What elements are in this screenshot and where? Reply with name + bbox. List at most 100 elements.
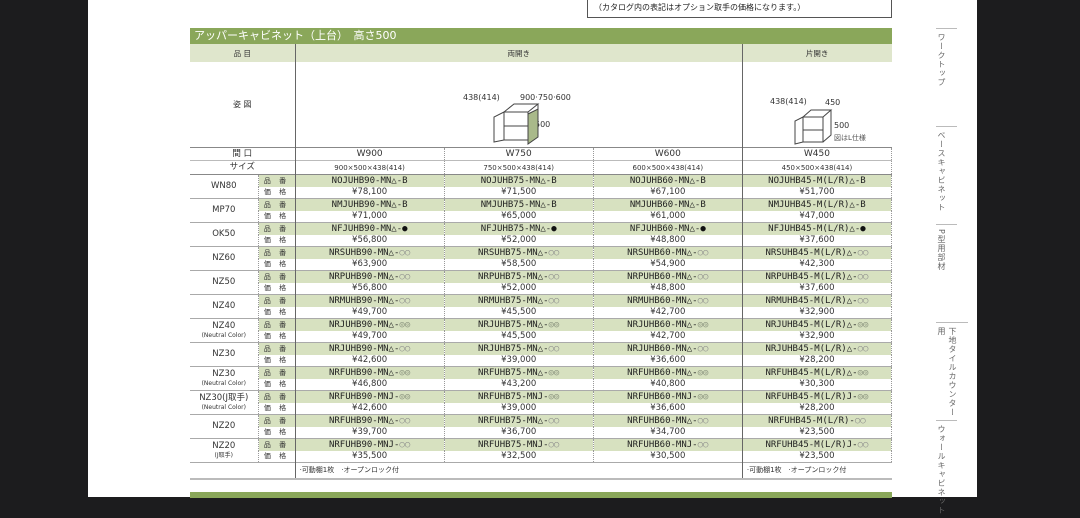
product-code-row: NZ60 品 番 NRSUHB90-MN△-○○ NRSUHB75-MN△-○○ NRS…	[190, 246, 893, 271]
product-code-row: WN80 品 番 NOJUHB90-MN△-B NOJUHB75-MN△-B NOJUH…	[190, 174, 893, 199]
double-footnote: ·可動棚1枚 ·オープンロック付	[295, 462, 743, 479]
side-tab[interactable]: ワークトップ	[936, 28, 957, 126]
product-code: NRJUHB45-M(L/R)△-◎◎	[742, 318, 893, 331]
color-label: NZ30(J取手) (Neutral Color)	[190, 390, 259, 415]
color-mark: ●	[402, 223, 408, 234]
price-row: 価 格 ¥35,500 ¥32,500 ¥30,500 ¥23,500	[190, 450, 893, 463]
price-value: ¥43,200	[444, 378, 594, 391]
code-kind-label: 品 番	[258, 222, 296, 235]
price-value: ¥39,000	[444, 402, 594, 415]
price-value: ¥58,500	[444, 258, 594, 271]
color-mark: ○○	[548, 295, 560, 306]
price-value: ¥65,000	[444, 210, 594, 223]
price-kind-label: 価 格	[258, 402, 296, 415]
single-footnote: ·可動棚1枚 ·オープンロック付	[746, 466, 847, 475]
color-mark: ◎◎	[548, 319, 560, 330]
size-row: サイズ 900×500×438(414) 750×500×438(414) 60…	[190, 160, 893, 175]
double-depth-label: 438(414)	[463, 93, 500, 102]
price-value: ¥61,000	[593, 210, 743, 223]
price-value: ¥36,600	[593, 354, 743, 367]
product-code: NOJUHB60-MN△-B	[593, 174, 743, 187]
product-code: NRFUHB90-MNJ-◎◎	[295, 390, 445, 403]
catalog-page: （カタログ内の表記はオプション取手の価格になります。） アッパーキャビネット（上…	[88, 0, 977, 515]
code-kind-label: 品 番	[258, 174, 296, 187]
color-label: OK50	[190, 222, 259, 247]
double-height-label: 500	[535, 120, 550, 129]
double-cabinet-drawing	[493, 103, 539, 145]
size-cell: 900×500×438(414)	[295, 160, 445, 175]
color-mark: ◎◎	[697, 367, 709, 378]
color-mark: ○○	[697, 271, 709, 282]
product-code-row: NZ20 (J取手) 品 番 NRFUHB90-MNJ-○○ NRFUHB75-MNJ-…	[190, 438, 893, 463]
color-mark: ○○	[399, 415, 411, 426]
single-door-figure: 438(414) 450 500 図はL仕様	[742, 62, 891, 148]
price-value: ¥23,500	[742, 426, 893, 439]
single-depth-label: 438(414)	[770, 97, 807, 106]
color-mark: ●	[700, 223, 706, 234]
product-code: NRFUHB75-MN△-◎◎	[444, 366, 594, 379]
price-kind-label: 価 格	[258, 186, 296, 199]
color-mark: B	[700, 199, 706, 210]
price-value: ¥42,600	[295, 354, 445, 367]
option-handle-note: （カタログ内の表記はオプション取手の価格になります。）	[587, 0, 892, 18]
double-door-header: 両開き	[295, 44, 743, 62]
color-label: NZ40 (Neutral Color)	[190, 318, 259, 343]
product-code: NRMUHB60-MN△-○○	[593, 294, 743, 307]
product-code: NRFUHB45-M(L/R)-○○	[742, 414, 893, 427]
color-mark: ○○	[697, 439, 709, 450]
product-code: NFJUHB90-MN△-●	[295, 222, 445, 235]
color-label: NZ50	[190, 270, 259, 295]
price-kind-label: 価 格	[258, 450, 296, 463]
color-mark: ○○	[857, 247, 869, 258]
side-tab[interactable]: ベースキャビネット	[936, 126, 957, 224]
color-mark: B	[860, 175, 866, 186]
color-mark: ○○	[854, 415, 866, 426]
price-kind-label: 価 格	[258, 378, 296, 391]
price-value: ¥71,000	[295, 210, 445, 223]
color-mark: ○○	[697, 343, 709, 354]
product-code: NRJUHB75-MN△-◎◎	[444, 318, 594, 331]
color-mark: ○○	[697, 247, 709, 258]
product-code: NRFUHB60-MN△-○○	[593, 414, 743, 427]
color-mark: ◎◎	[697, 391, 709, 402]
code-kind-label: 品 番	[258, 246, 296, 259]
side-tab[interactable]: P型用部材	[936, 224, 957, 322]
product-code: NRSUHB60-MN△-○○	[593, 246, 743, 259]
color-mark: B	[402, 199, 408, 210]
single-figure-note: 図はL仕様	[834, 133, 866, 142]
color-mark: ○○	[399, 343, 411, 354]
size-label: サイズ	[190, 160, 296, 175]
price-value: ¥37,600	[742, 234, 893, 247]
color-label: NZ30 (Neutral Color)	[190, 366, 259, 391]
price-value: ¥28,200	[742, 402, 893, 415]
product-code: NFJUHB60-MN△-●	[593, 222, 743, 235]
product-code: NRJUHB45-M(L/R)△-○○	[742, 342, 893, 355]
width-cell: W450	[742, 147, 893, 161]
color-label: NZ60	[190, 246, 259, 271]
footnote-row: ·可動棚1枚 ·オープンロック付 ·可動棚1枚 ·オープンロック付	[190, 462, 892, 479]
color-mark: ○○	[697, 295, 709, 306]
color-mark: ○○	[548, 271, 560, 282]
color-mark: ○○	[857, 343, 869, 354]
color-mark: B	[860, 199, 866, 210]
color-mark: ◎◎	[697, 319, 709, 330]
price-value: ¥45,500	[444, 330, 594, 343]
product-code: NRJUHB75-MN△-○○	[444, 342, 594, 355]
price-value: ¥49,700	[295, 306, 445, 319]
side-tab[interactable]: 下地タイルカウンター用	[936, 322, 968, 420]
color-label: WN80	[190, 174, 259, 199]
price-value: ¥30,500	[593, 450, 743, 463]
color-mark: ◎◎	[399, 367, 411, 378]
product-code-row: OK50 品 番 NFJUHB90-MN△-● NFJUHB75-MN△-● NFJUH…	[190, 222, 893, 247]
side-tab[interactable]: ウォールキャビネット	[936, 420, 957, 518]
width-cell: W900	[295, 147, 445, 161]
price-value: ¥32,500	[444, 450, 594, 463]
product-code: NRPUHB45-M(L/R)△-○○	[742, 270, 893, 283]
price-kind-label: 価 格	[258, 330, 296, 343]
code-kind-label: 品 番	[258, 270, 296, 283]
price-value: ¥42,300	[742, 258, 893, 271]
price-value: ¥42,700	[593, 306, 743, 319]
color-mark: ●	[860, 223, 866, 234]
single-door-header: 片開き	[742, 44, 892, 62]
color-mark: ○○	[697, 415, 709, 426]
